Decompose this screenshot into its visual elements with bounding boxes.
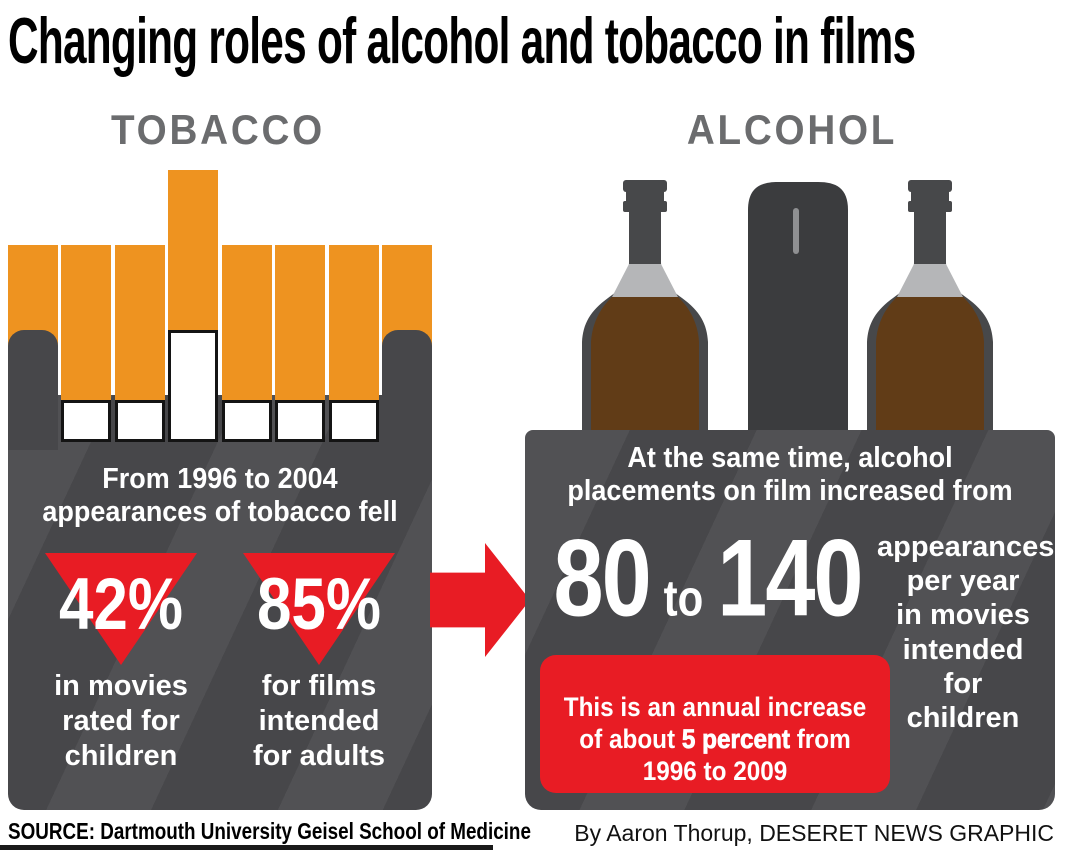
cigarette-pack-illustration [8, 170, 432, 445]
tobacco-stat-children-value: 42% [58, 564, 184, 646]
tobacco-intro-text: From 1996 to 2004 appearances of tobacco… [42, 463, 398, 529]
tobacco-section-header: TOBACCO [111, 106, 325, 153]
alcohol-range: 80 to 140 [535, 524, 880, 634]
tobacco-stat-children: 42% in movies rated for children [26, 553, 216, 772]
cigarette [61, 170, 111, 445]
jug-icon [748, 182, 848, 432]
cigarette-raised [168, 170, 218, 445]
annual-increase-note-text: This is an annual increase of about 5 pe… [558, 661, 873, 787]
range-start-value: 80 [553, 517, 652, 640]
tobacco-panel: From 1996 to 2004 appearances of tobacco… [8, 395, 432, 810]
tobacco-stat-children-caption: in movies rated for children [54, 670, 188, 772]
pack-left-shoulder [8, 330, 58, 450]
cigarette [115, 170, 165, 445]
tobacco-stat-adults-caption: for films intended for adults [252, 670, 386, 772]
pack-right-shoulder [382, 330, 432, 450]
beer-bottle-icon [582, 180, 708, 432]
byline-credit: By Aaron Thorup, DESERET NEWS GRAPHIC [574, 820, 1054, 846]
tobacco-stat-adults-value: 85% [256, 564, 382, 646]
tobacco-stat-adults: 85% for films intended for adults [224, 553, 414, 772]
cigarette [329, 170, 379, 445]
alcohol-panel: At the same time, alcohol placements on … [525, 430, 1055, 810]
cigarette [222, 170, 272, 445]
page-title: Changing roles of alcohol and tobacco in… [8, 4, 916, 78]
alcohol-section-header: ALCOHOL [686, 106, 898, 153]
alcohol-range-caption: appearances per year in movies intended … [877, 531, 1055, 735]
bottom-edge-decoration [0, 845, 493, 850]
alcohol-intro-text: At the same time, alcohol placements on … [567, 442, 1013, 508]
cigarette [275, 170, 325, 445]
range-end-value: 140 [717, 517, 863, 640]
right-arrow-icon [430, 543, 530, 657]
range-connector: to [663, 569, 704, 627]
source-credit: SOURCE: Dartmouth University Geisel Scho… [8, 818, 531, 844]
note-text-post: from 1996 to 2009 [642, 724, 851, 786]
alcohol-bottles-illustration [582, 180, 993, 432]
beer-bottle-icon [867, 180, 993, 432]
annual-increase-note: This is an annual increase of about 5 pe… [540, 655, 890, 793]
note-text-pre: This is an annual increase of about [563, 692, 867, 754]
note-text-bold: 5 percent [681, 724, 791, 755]
